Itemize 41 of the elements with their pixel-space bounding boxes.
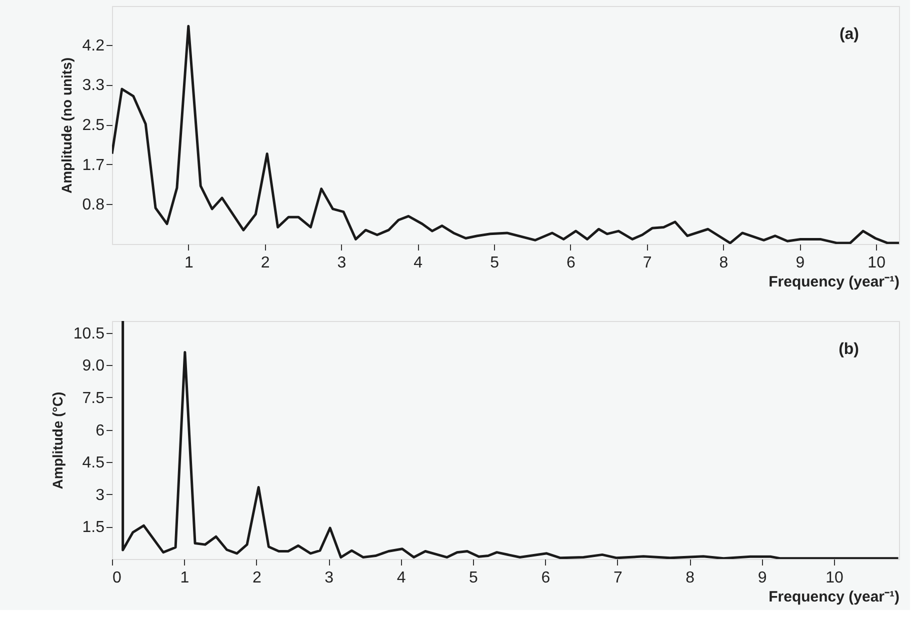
y-tick-label: 2.5 bbox=[82, 117, 105, 134]
y-tick-label: 4.2 bbox=[82, 37, 105, 54]
y-axis-title: Amplitude (°C) bbox=[49, 392, 66, 490]
x-tick-label: 5 bbox=[490, 254, 500, 272]
x-tick-label: 5 bbox=[469, 570, 478, 586]
y-tick-label: 1.7 bbox=[82, 156, 105, 174]
x-tick-label: 3 bbox=[324, 570, 334, 586]
y-tick-label: 9.0 bbox=[82, 358, 105, 375]
x-tick-label: 7 bbox=[613, 570, 622, 586]
annotation: (a) bbox=[839, 26, 859, 43]
x-axis-title: Frequency (year⁻¹) bbox=[768, 588, 900, 606]
x-tick-label: 1 bbox=[180, 570, 190, 586]
x-tick-label: 3 bbox=[337, 254, 346, 272]
x-tick-label: 0 bbox=[112, 570, 122, 586]
x-tick-label: 10 bbox=[868, 254, 886, 272]
y-tick-label: 7.5 bbox=[82, 390, 105, 407]
y-tick-label: 4.5 bbox=[82, 454, 105, 472]
x-tick-label: 6 bbox=[541, 570, 550, 586]
x-tick-label: 2 bbox=[252, 570, 262, 586]
x-tick-label: 9 bbox=[758, 570, 767, 586]
line-series bbox=[112, 24, 899, 244]
y-tick-label: 3 bbox=[96, 486, 105, 504]
x-tick-label: 8 bbox=[719, 254, 728, 272]
x-tick-label: 4 bbox=[396, 570, 406, 586]
x-tick-label: 7 bbox=[642, 254, 652, 272]
y-tick-label: 10.5 bbox=[73, 325, 105, 342]
x-tick-label: 2 bbox=[260, 254, 270, 272]
x-tick-label: 8 bbox=[686, 570, 695, 586]
y-tick-label: 0.8 bbox=[82, 196, 105, 214]
y-axis-title: Amplitude (no units) bbox=[58, 57, 74, 194]
x-tick-label: 1 bbox=[184, 254, 194, 272]
x-tick-label: 4 bbox=[414, 254, 423, 272]
y-tick-label: 1.5 bbox=[82, 519, 105, 536]
x-axis-title: Frequency (year⁻¹) bbox=[768, 274, 900, 290]
line-series bbox=[122, 321, 899, 559]
annotation: (b) bbox=[838, 341, 859, 358]
x-tick-label: 9 bbox=[796, 254, 805, 272]
y-tick-label: 3.3 bbox=[82, 77, 105, 94]
x-tick-label: 6 bbox=[566, 254, 576, 272]
x-tick-label: 10 bbox=[826, 570, 844, 586]
y-tick-label: 6 bbox=[96, 422, 105, 440]
